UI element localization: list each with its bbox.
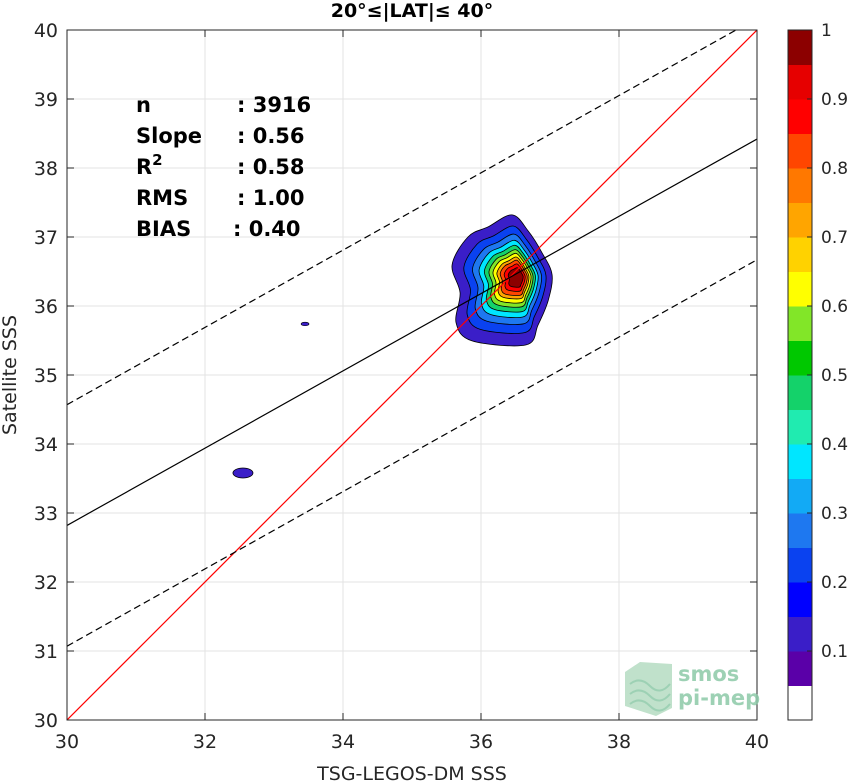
stats-value: : 3916 bbox=[237, 93, 311, 117]
y-tick-label: 35 bbox=[34, 365, 58, 387]
colorbar-segment bbox=[788, 513, 812, 548]
colorbar-tick-label: 1 bbox=[821, 21, 832, 41]
colorbar-segment bbox=[788, 340, 812, 376]
x-tick-label: 32 bbox=[193, 731, 217, 753]
colorbar-segment bbox=[788, 64, 812, 100]
colorbar-tick-label: 0.5 bbox=[821, 366, 848, 386]
y-tick-label: 40 bbox=[34, 20, 58, 42]
stats-value: : 0.56 bbox=[237, 124, 305, 148]
grid bbox=[66, 29, 758, 721]
stats-value: : 0.40 bbox=[233, 217, 301, 241]
stats-label: n bbox=[136, 93, 151, 117]
chart-title: 20°≤|LAT|≤ 40° bbox=[331, 0, 494, 22]
colorbar-segment bbox=[788, 582, 812, 617]
logo-line2: pi-mep bbox=[678, 686, 760, 710]
y-tick-label: 33 bbox=[34, 503, 58, 525]
y-tick-label: 38 bbox=[34, 158, 58, 180]
colorbar: 0.1 0.2 0.3 0.4 0.5 0.6 0.7 0.8 0.9 1 bbox=[787, 21, 848, 721]
colorbar-segment bbox=[788, 616, 812, 652]
stats-value: : 0.58 bbox=[237, 155, 305, 179]
y-axis-title: Satellite SSS bbox=[0, 315, 21, 435]
y-tick-label: 37 bbox=[34, 227, 58, 249]
colorbar-segment bbox=[788, 30, 812, 65]
fit-line bbox=[67, 138, 757, 526]
colorbar-segment bbox=[788, 202, 812, 238]
colorbar-segment bbox=[788, 168, 812, 203]
colorbar-segment bbox=[788, 237, 812, 272]
colorbar-segment bbox=[788, 685, 812, 721]
y-tick-label: 31 bbox=[34, 641, 58, 663]
colorbar-segment bbox=[788, 547, 812, 583]
colorbar-tick-label: 0.1 bbox=[821, 642, 848, 662]
outlier-contour bbox=[300, 321, 310, 327]
logo-line1: smos bbox=[678, 662, 739, 686]
axis-ticks: 30 32 34 36 38 40 30 31 32 33 34 35 36 37 38 39 40 bbox=[34, 20, 769, 753]
stats-label: BIAS bbox=[136, 217, 191, 241]
colorbar-tick-label: 0.4 bbox=[821, 435, 848, 455]
x-tick-label: 34 bbox=[331, 731, 355, 753]
y-tick-label: 32 bbox=[34, 572, 58, 594]
colorbar-segment bbox=[788, 306, 812, 341]
colorbar-segment bbox=[788, 651, 812, 686]
stats-label: Slope bbox=[136, 124, 202, 148]
smos-pi-mep-logo: smos pi-mep bbox=[625, 662, 760, 716]
x-tick-label: 40 bbox=[745, 731, 769, 753]
colorbar-tick-label: 0.2 bbox=[821, 573, 848, 593]
x-tick-label: 30 bbox=[55, 731, 79, 753]
colorbar-tick-label: 0.3 bbox=[821, 504, 848, 524]
colorbar-segment bbox=[788, 444, 812, 479]
x-tick-label: 38 bbox=[607, 731, 631, 753]
y-tick-label: 36 bbox=[34, 296, 58, 318]
colorbar-tick-label: 0.9 bbox=[821, 90, 848, 110]
colorbar-segment bbox=[788, 375, 812, 410]
colorbar-segment bbox=[788, 478, 812, 514]
colorbar-segment bbox=[788, 271, 812, 307]
colorbar-segment bbox=[788, 133, 812, 169]
colorbar-tick-label: 0.8 bbox=[821, 159, 848, 179]
regression-lines bbox=[67, 30, 757, 720]
y-tick-label: 30 bbox=[34, 710, 58, 732]
outlier-contour bbox=[232, 467, 254, 479]
x-axis-title: TSG-LEGOS-DM SSS bbox=[316, 763, 507, 784]
y-tick-label: 34 bbox=[34, 434, 58, 456]
colorbar-tick-label: 0.7 bbox=[821, 228, 848, 248]
colorbar-segment bbox=[788, 99, 812, 134]
colorbar-segment bbox=[788, 409, 812, 445]
y-tick-label: 39 bbox=[34, 89, 58, 111]
x-tick-label: 36 bbox=[469, 731, 493, 753]
colorbar-tick-label: 0.6 bbox=[821, 297, 848, 317]
identity-line bbox=[67, 30, 757, 720]
stats-label: RMS bbox=[136, 186, 188, 210]
stats-value: : 1.00 bbox=[237, 186, 305, 210]
